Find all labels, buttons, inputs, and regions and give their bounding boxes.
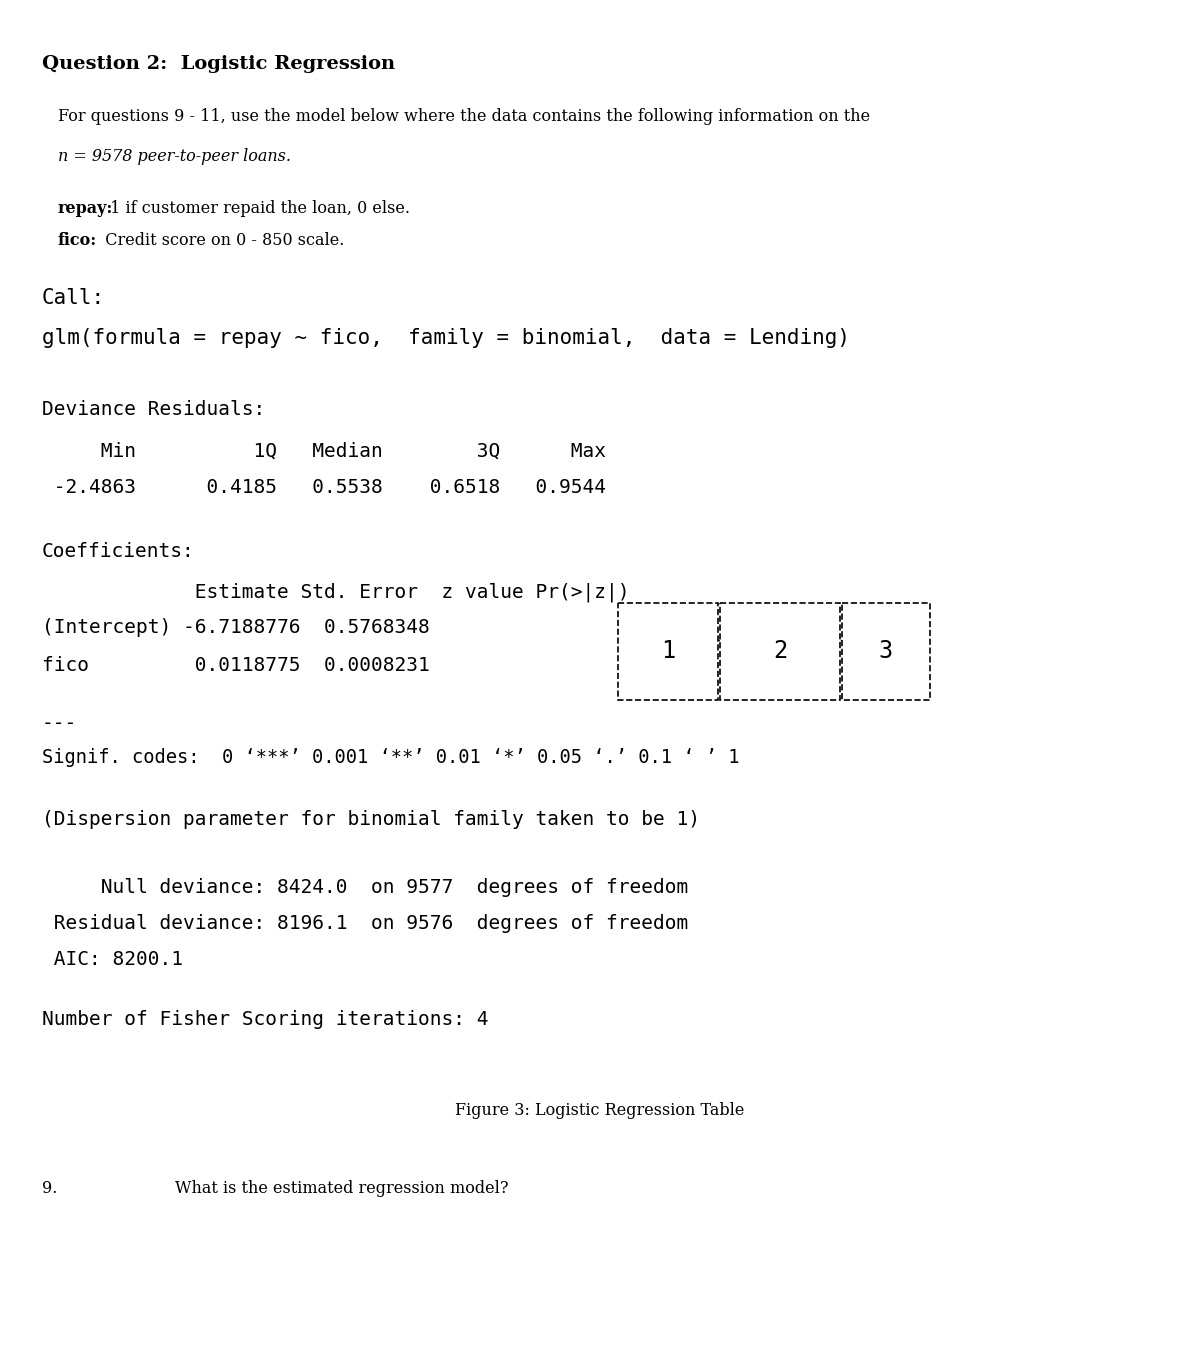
Text: fico:: fico: <box>58 232 97 249</box>
Bar <box>618 603 718 700</box>
Text: For questions 9 - 11, use the model below where the data contains the following : For questions 9 - 11, use the model belo… <box>58 108 870 124</box>
Text: Credit score on 0 - 850 scale.: Credit score on 0 - 850 scale. <box>95 232 344 249</box>
Text: Deviance Residuals:: Deviance Residuals: <box>42 401 265 420</box>
Text: 2: 2 <box>773 640 787 663</box>
Text: Min          1Q   Median        3Q      Max: Min 1Q Median 3Q Max <box>42 442 606 461</box>
Text: What is the estimated regression model?: What is the estimated regression model? <box>175 1180 509 1197</box>
Text: n = 9578 peer-to-peer loans.: n = 9578 peer-to-peer loans. <box>58 148 292 165</box>
Text: ---: --- <box>42 714 77 733</box>
Bar <box>720 603 840 700</box>
Text: -2.4863      0.4185   0.5538    0.6518   0.9544: -2.4863 0.4185 0.5538 0.6518 0.9544 <box>42 478 606 498</box>
Text: glm(formula = repay ~ fico,  family = binomial,  data = Lending): glm(formula = repay ~ fico, family = bin… <box>42 328 850 349</box>
Text: Signif. codes:  0 ‘***’ 0.001 ‘**’ 0.01 ‘*’ 0.05 ‘.’ 0.1 ‘ ’ 1: Signif. codes: 0 ‘***’ 0.001 ‘**’ 0.01 ‘… <box>42 748 739 767</box>
Text: Null deviance: 8424.0  on 9577  degrees of freedom: Null deviance: 8424.0 on 9577 degrees of… <box>42 878 689 897</box>
Text: 9.: 9. <box>42 1180 58 1197</box>
Text: Call:: Call: <box>42 288 106 308</box>
Text: 1 if customer repaid the loan, 0 else.: 1 if customer repaid the loan, 0 else. <box>106 200 410 217</box>
Text: AIC: 8200.1: AIC: 8200.1 <box>42 950 182 969</box>
Text: 3: 3 <box>878 640 893 663</box>
Text: 1: 1 <box>661 640 676 663</box>
Text: (Intercept) -6.7188776  0.5768348: (Intercept) -6.7188776 0.5768348 <box>42 618 430 637</box>
Text: Residual deviance: 8196.1  on 9576  degrees of freedom: Residual deviance: 8196.1 on 9576 degree… <box>42 915 689 934</box>
Bar <box>842 603 930 700</box>
Text: repay:: repay: <box>58 200 113 217</box>
Text: Coefficients:: Coefficients: <box>42 541 194 560</box>
Text: Estimate Std. Error  z value Pr(>|z|): Estimate Std. Error z value Pr(>|z|) <box>42 582 630 601</box>
Text: Question 2:  Logistic Regression: Question 2: Logistic Regression <box>42 55 395 72</box>
Text: -11.65: -11.65 <box>618 618 701 637</box>
Text: fico         0.0118775  0.0008231: fico 0.0118775 0.0008231 <box>42 656 430 675</box>
Text: Figure 3: Logistic Regression Table: Figure 3: Logistic Regression Table <box>455 1102 745 1120</box>
Text: <2e-16: <2e-16 <box>718 618 812 637</box>
Text: ***: *** <box>840 618 887 637</box>
Text: Number of Fisher Scoring iterations: 4: Number of Fisher Scoring iterations: 4 <box>42 1010 488 1029</box>
Text: (Dispersion parameter for binomial family taken to be 1): (Dispersion parameter for binomial famil… <box>42 811 700 828</box>
